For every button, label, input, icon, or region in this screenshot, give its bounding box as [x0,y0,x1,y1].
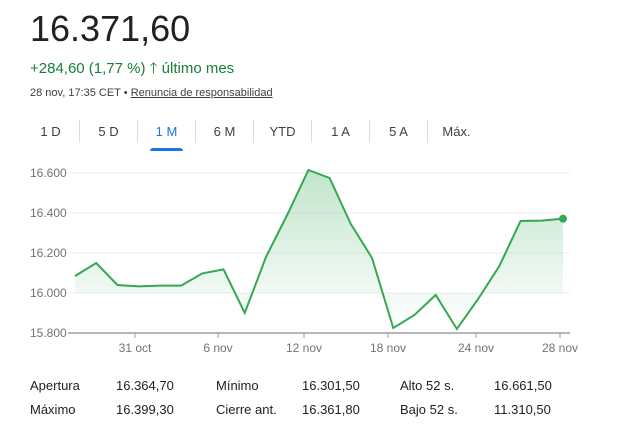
y-tick-label: 16.400 [30,206,67,220]
timestamp-line: 28 nov, 17:35 CET • Renuncia de responsa… [30,87,273,99]
price-chart: 15.800 16.000 16.200 16.400 16.600 31 oct 6 no… [30,166,578,355]
tab-6m[interactable]: 6 M [196,120,254,143]
y-tick-label: 16.000 [30,286,67,300]
last-point-marker [559,214,567,223]
stat-label: Bajo 52 s. [400,402,458,417]
tab-5a[interactable]: 5 A [370,120,428,143]
price-line [74,168,564,331]
stat-label: Alto 52 s. [400,378,455,393]
change-period: último mes [161,60,235,77]
area-fill [75,170,563,329]
stat-value: 16.364,70 [116,378,174,393]
stat-label: Cierre ant. [216,402,277,417]
y-tick-label: 15.800 [30,326,67,340]
stat-label: Apertura [30,378,80,393]
price-change: +284,60 (1,77 %) 🡑 último mes [30,58,234,83]
x-tick-label: 12 nov [286,341,322,355]
y-tick-label: 16.600 [30,166,67,180]
tab-1m[interactable]: 1 M [138,120,196,151]
stat-value: 16.361,80 [302,402,360,417]
stat-label: Máximo [30,402,76,417]
timestamp: 28 nov, 17:35 CET • [30,87,128,99]
tab-ytd[interactable]: YTD [254,120,312,143]
stat-label: Mínimo [216,378,259,393]
x-tick-label: 24 nov [458,341,494,355]
disclaimer-link[interactable]: Renuncia de responsabilidad [130,87,273,99]
stat-value: 16.661,50 [494,378,552,393]
x-tick-label: 6 nov [203,341,232,355]
tab-5d[interactable]: 5 D [80,120,138,143]
stat-value: 16.301,50 [302,378,360,393]
stat-value: 16.399,30 [116,402,174,417]
current-price: 16.371,60 [30,8,191,49]
y-tick-label: 16.200 [30,246,67,260]
change-value: +284,60 (1,77 %) [30,60,146,77]
tab-1a[interactable]: 1 A [312,120,370,143]
tab-1d[interactable]: 1 D [22,120,80,143]
x-tick-label: 31 oct [119,341,152,355]
x-tick-label: 18 nov [370,341,406,355]
x-tick-label: 28 nov [542,341,578,355]
tab-máx[interactable]: Máx. [442,124,471,139]
stat-value: 11.310,50 [494,402,551,417]
arrow-up-icon: 🡑 [149,60,158,77]
